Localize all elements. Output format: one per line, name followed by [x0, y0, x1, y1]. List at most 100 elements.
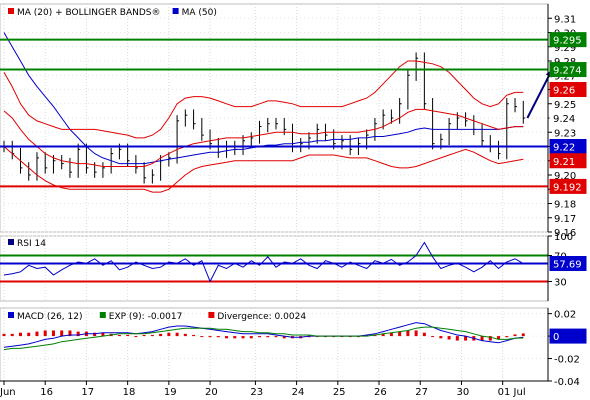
legend-label: MACD (26, 12)	[17, 312, 83, 322]
legend-swatch	[8, 8, 14, 14]
divergence-bar	[258, 336, 262, 338]
macd-badges: 0	[549, 328, 587, 344]
series-bb_upper	[3, 60, 524, 139]
y-tick-label: 9.25	[554, 100, 576, 111]
divergence-bar	[216, 336, 220, 338]
value-badge-label: 0	[553, 332, 559, 343]
divergence-bar	[373, 334, 377, 337]
value-badge-label: 9.21	[553, 157, 575, 168]
y-tick-label: 100	[554, 232, 573, 243]
value-badge-box	[549, 82, 587, 97]
price-badge: 9.21	[549, 153, 587, 169]
x-tick-label: 30	[456, 387, 469, 398]
divergence-bar	[488, 336, 492, 341]
divergence-bar	[134, 336, 138, 338]
divergence-bar	[439, 336, 443, 339]
divergence-bar	[431, 336, 435, 338]
price-panel: 9.319.309.299.289.279.269.259.249.239.22…	[0, 3, 587, 239]
divergence-bar	[233, 336, 237, 339]
y-tick-label: 30	[554, 278, 567, 289]
x-tick-label: 20	[205, 387, 218, 398]
divergence-bar	[35, 331, 39, 337]
divergence-bar	[241, 336, 245, 339]
rsi-badges: 57.69	[549, 256, 587, 272]
divergence-bar	[266, 336, 270, 338]
price-hlines	[0, 38, 554, 188]
legend-label: Divergence: 0.0024	[217, 312, 306, 322]
y-tick-label: 9.23	[554, 128, 576, 139]
divergence-bar	[159, 333, 163, 337]
x-tick-label: 26	[374, 387, 387, 398]
divergence-bar	[93, 332, 97, 337]
rsi-current-badge: 57.69	[549, 256, 587, 272]
legend-swatch	[172, 8, 179, 14]
divergence-bar	[18, 332, 22, 337]
divergence-bar	[76, 331, 80, 337]
level-badge: 9.274	[549, 62, 587, 78]
value-badge-label: 9.26	[553, 86, 575, 97]
level-badge: 9.295	[549, 32, 587, 48]
divergence-bar	[381, 333, 385, 337]
legend-label: EXP (9): -0.0017	[109, 312, 183, 322]
y-tick-label: 0.02	[554, 310, 576, 321]
value-badge-label: 9.24	[553, 114, 575, 125]
divergence-bar	[389, 332, 393, 337]
price-badges: 9.295 9.274 9.22 9.192 9.26 9.24 9.21	[549, 32, 587, 194]
divergence-bar	[480, 336, 484, 341]
divergence-bar	[43, 330, 47, 337]
price-badge: 9.26	[549, 82, 587, 97]
series-exp	[3, 326, 524, 351]
legend-item: MACD (26, 12)	[8, 312, 83, 322]
y-tick-label: 9.31	[554, 14, 576, 25]
divergence-bar	[307, 336, 311, 338]
divergence-bar	[464, 336, 468, 341]
divergence-bar	[126, 334, 130, 337]
macd-legend: MACD (26, 12) EXP (9): -0.0017 Divergence:…	[8, 312, 306, 322]
divergence-bar	[414, 330, 418, 337]
divergence-bar	[142, 334, 146, 337]
divergence-bar	[117, 334, 121, 337]
divergence-bar	[225, 336, 229, 339]
x-tick-label: 24	[292, 387, 305, 398]
x-tick-label: 23	[250, 387, 263, 398]
value-badge-box	[549, 110, 587, 126]
value-badge-label: 9.295	[553, 36, 582, 47]
legend-swatch	[99, 312, 106, 318]
y-tick-label: 9.18	[554, 200, 576, 211]
value-badge-label: 57.69	[553, 260, 582, 271]
divergence-bar	[398, 331, 402, 337]
divergence-bar	[406, 330, 410, 337]
x-tick-label: 19	[164, 387, 177, 398]
value-badge-box	[549, 153, 587, 169]
divergence-bar	[274, 336, 278, 338]
legend-item: Divergence: 0.0024	[208, 312, 306, 322]
level-badge: 9.192	[549, 178, 587, 194]
value-badge-box	[549, 256, 587, 272]
divergence-bar	[455, 336, 459, 341]
divergence-bar	[60, 330, 64, 337]
divergence-bar	[150, 334, 154, 337]
legend-swatch	[208, 312, 215, 318]
x-tick-label: 16	[40, 387, 53, 398]
macd-current-badge: 0	[549, 328, 587, 344]
level-badge: 9.22	[549, 139, 587, 154]
x-tick-label: 27	[415, 387, 428, 398]
legend-item: RSI 14	[8, 239, 46, 249]
divergence-bar	[2, 333, 6, 337]
divergence-bar	[183, 333, 187, 337]
x-tick-label: 18	[123, 387, 136, 398]
divergence-bar	[167, 332, 171, 337]
divergence-bar	[422, 332, 426, 337]
series-macd	[3, 322, 524, 348]
divergence-bar	[521, 333, 525, 337]
legend-label: RSI 14	[17, 239, 46, 249]
divergence-bar	[365, 334, 369, 337]
divergence-bar	[249, 336, 253, 339]
divergence-bar	[51, 330, 55, 337]
rsi-legend: RSI 14	[8, 239, 46, 249]
divergence-bar	[192, 334, 196, 337]
divergence-bar	[68, 330, 72, 337]
divergence-bar	[513, 334, 517, 337]
x-axis: Jun 16 17 18 19 20 23 24 25 26 27 30 01 Jul	[0, 380, 548, 398]
